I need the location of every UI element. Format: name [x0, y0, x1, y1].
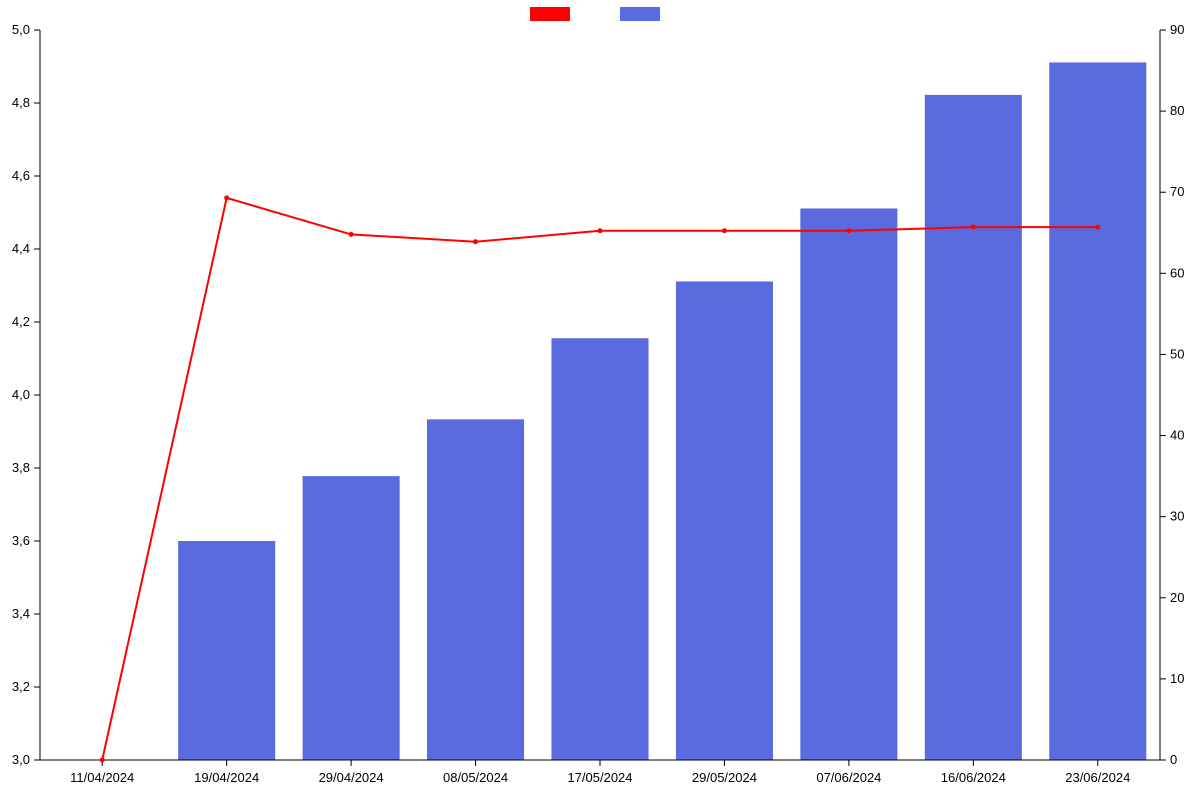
y-left-label: 4,2 — [12, 314, 30, 329]
bar — [178, 541, 275, 760]
line-marker — [224, 195, 229, 200]
line-marker — [473, 239, 478, 244]
bar — [551, 338, 648, 760]
y-left-label: 4,6 — [12, 168, 30, 183]
line-marker — [1095, 225, 1100, 230]
combo-chart: 3,0 3,2 3,4 3,6 3,8 4,0 4,2 4,4 4,6 4,8 5,0 0 10 20 30… — [0, 0, 1200, 800]
y-right-label: 10 — [1170, 671, 1184, 686]
bar — [676, 281, 773, 760]
y-left-label: 3,2 — [12, 679, 30, 694]
x-label: 07/06/2024 — [816, 770, 881, 785]
y-right-label: 40 — [1170, 428, 1184, 443]
y-left-label: 4,4 — [12, 241, 30, 256]
y-right-label: 80 — [1170, 103, 1184, 118]
y-left-label: 5,0 — [12, 22, 30, 37]
line-marker — [722, 228, 727, 233]
y-right-label: 0 — [1170, 752, 1177, 767]
x-label: 17/05/2024 — [567, 770, 632, 785]
legend-swatch — [530, 7, 570, 21]
y-left-label: 3,6 — [12, 533, 30, 548]
x-label: 16/06/2024 — [941, 770, 1006, 785]
y-right-label: 90 — [1170, 22, 1184, 37]
line-marker — [100, 758, 105, 763]
bar — [925, 95, 1022, 760]
x-label: 08/05/2024 — [443, 770, 508, 785]
line-marker — [598, 228, 603, 233]
y-right-label: 20 — [1170, 590, 1184, 605]
line-marker — [349, 232, 354, 237]
y-left-label: 3,4 — [12, 606, 30, 621]
x-label: 29/05/2024 — [692, 770, 757, 785]
y-left-label: 3,0 — [12, 752, 30, 767]
y-left-label: 4,8 — [12, 95, 30, 110]
bar — [303, 476, 400, 760]
x-label: 19/04/2024 — [194, 770, 259, 785]
x-label: 23/06/2024 — [1065, 770, 1130, 785]
bar — [800, 208, 897, 760]
bar — [427, 419, 524, 760]
y-right-label: 70 — [1170, 184, 1184, 199]
legend-swatch — [620, 7, 660, 21]
line-marker — [971, 225, 976, 230]
y-left-label: 3,8 — [12, 460, 30, 475]
line-marker — [846, 228, 851, 233]
y-right-label: 30 — [1170, 509, 1184, 524]
y-right-label: 60 — [1170, 265, 1184, 280]
bar — [1049, 62, 1146, 760]
x-label: 11/04/2024 — [70, 770, 134, 785]
y-right-label: 50 — [1170, 346, 1184, 361]
y-left-label: 4,0 — [12, 387, 30, 402]
x-label: 29/04/2024 — [319, 770, 384, 785]
